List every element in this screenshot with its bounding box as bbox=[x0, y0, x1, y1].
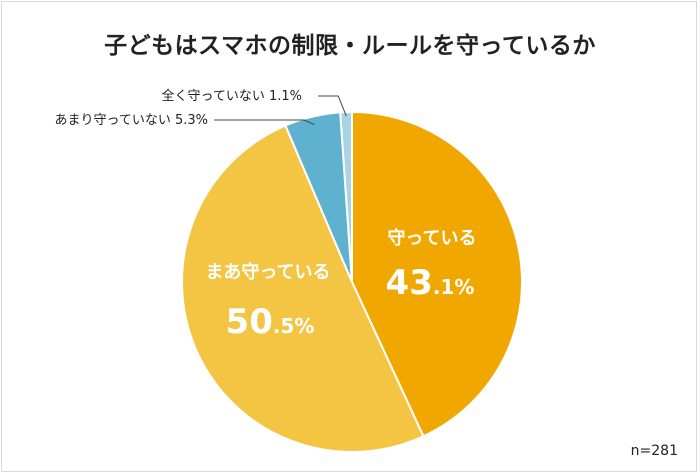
pie-slice bbox=[339, 110, 353, 283]
pie-slice bbox=[181, 124, 425, 453]
slice-percent-maa-mamotteiru: 50.5% bbox=[226, 302, 315, 342]
outside-label-mattaku: 全く守っていない 1.1% bbox=[161, 88, 302, 104]
chart-title: 子どもはスマホの制限・ルールを守っているか bbox=[104, 33, 596, 59]
slice-percent-mamotteiru: 43.1% bbox=[386, 263, 475, 303]
slice-label-maa-mamotteiru: まあ守っている bbox=[205, 261, 330, 283]
slice-label-mamotteiru: 守っている bbox=[387, 227, 476, 249]
sample-size-note: n=281 bbox=[630, 443, 678, 459]
pie-slice bbox=[351, 110, 523, 438]
outside-label-amari: あまり守っていない 5.3% bbox=[54, 113, 208, 128]
leader-line bbox=[214, 119, 315, 125]
leader-line bbox=[318, 95, 347, 117]
